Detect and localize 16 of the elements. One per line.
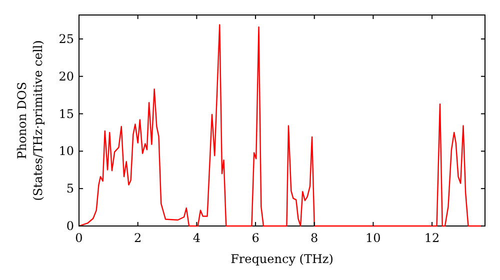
x-axis-title: Frequency (THz) [230, 252, 334, 266]
y-tick-label: 0 [66, 219, 74, 233]
x-tick-label: 12 [424, 231, 440, 245]
x-tick-label: 6 [252, 231, 260, 245]
x-tick-label: 8 [310, 231, 318, 245]
y-tick-label: 10 [58, 144, 74, 158]
y-axis-title: Phonon DOS (States/THz·primitive cell) [15, 40, 45, 201]
y-tick-label: 25 [58, 32, 74, 46]
y-tick-label: 5 [66, 182, 74, 196]
x-tick-label: 4 [192, 231, 201, 245]
y-tick-label: 20 [58, 69, 74, 84]
x-tick-label: 2 [134, 231, 142, 245]
line-series [79, 24, 483, 227]
y-tick-label: 15 [58, 106, 74, 121]
x-tick-label: 0 [75, 231, 83, 245]
x-tick-label: 10 [366, 231, 381, 245]
